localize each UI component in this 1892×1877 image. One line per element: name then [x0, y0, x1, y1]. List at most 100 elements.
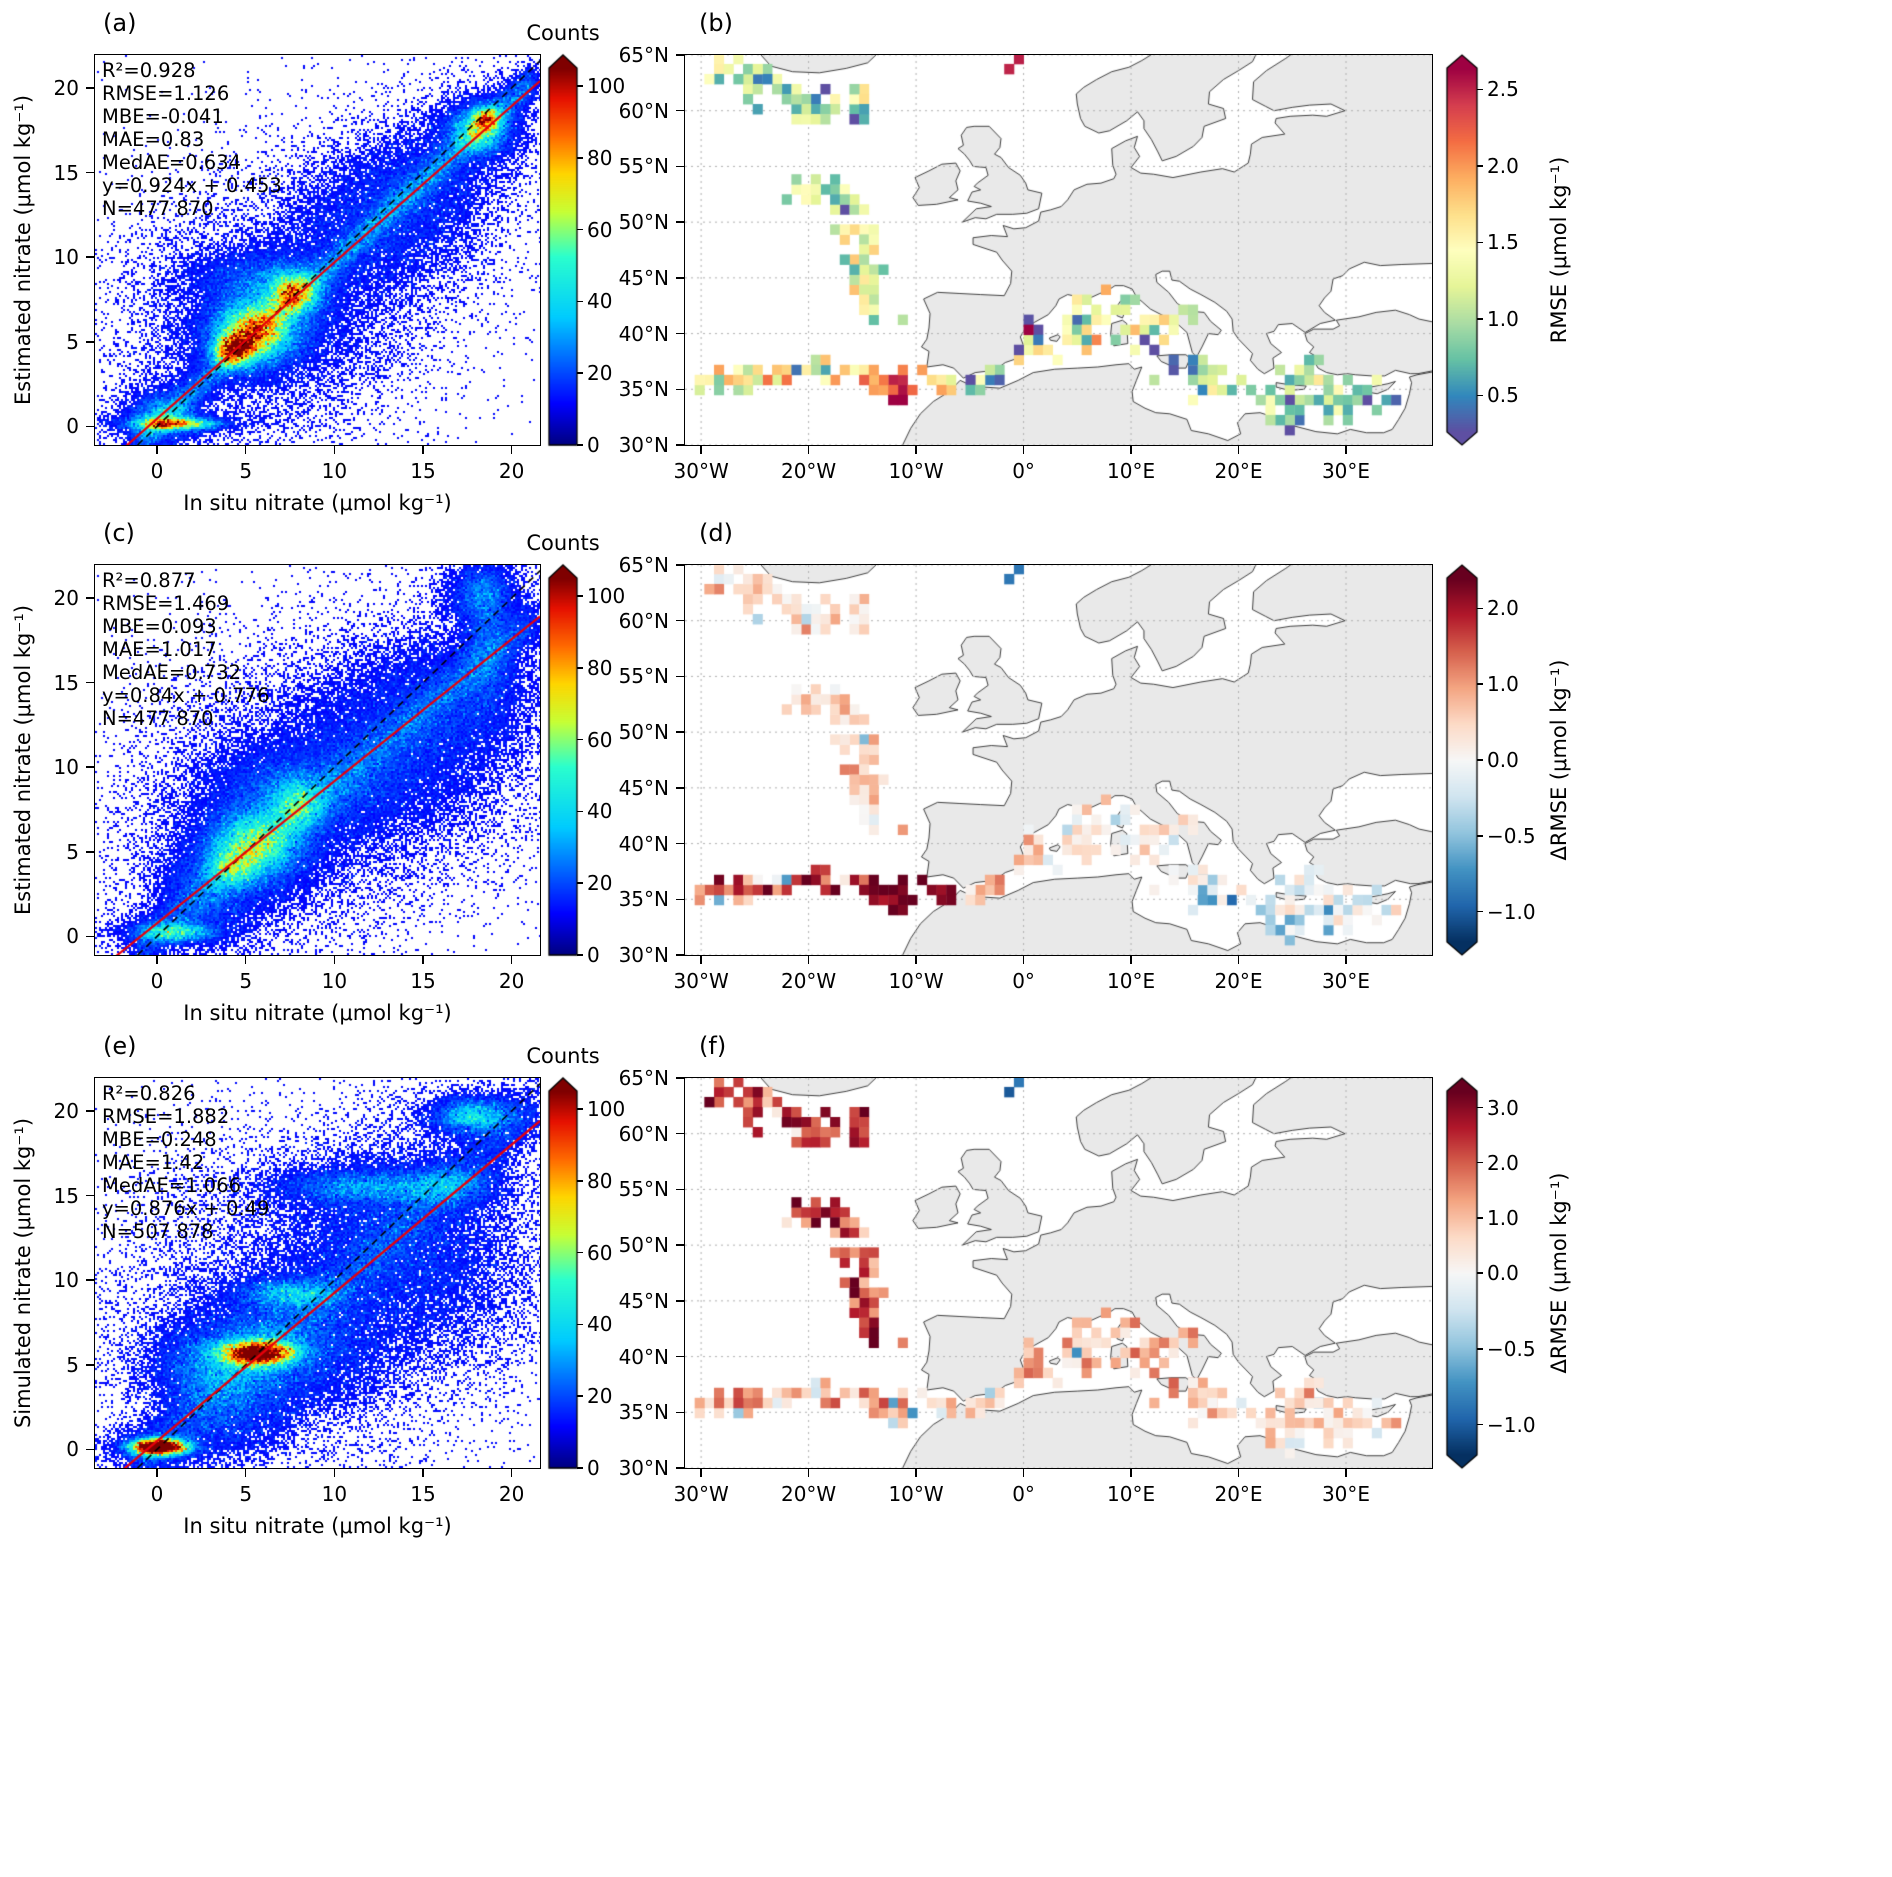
x-axis-tick-label: 10 — [321, 459, 348, 483]
colorbar-tick-mark — [1477, 1217, 1483, 1219]
y-axis-tick-label: 15 — [53, 1183, 79, 1208]
colorbar-tick-label: 60 — [587, 727, 613, 752]
colorbar-tick-mark — [577, 595, 583, 597]
y-axis-tick — [86, 425, 94, 428]
y-axis-tick — [86, 681, 94, 684]
colorbar-tick-mark — [577, 1467, 583, 1469]
y-axis-tick — [86, 256, 94, 258]
y-axis-tick — [86, 766, 94, 768]
panel-letter: (a) — [103, 9, 137, 37]
colorbar-tick-label: 80 — [587, 1168, 613, 1193]
lat-tick — [676, 787, 684, 789]
colorbar-tick-mark — [577, 300, 583, 303]
lon-tick — [807, 956, 810, 964]
lon-tick — [1237, 446, 1240, 454]
map-plot-box — [683, 1076, 1433, 1469]
lat-tick-label: 30°N — [618, 943, 669, 967]
lon-tick — [807, 446, 810, 454]
colorbar-tick-label: 2.5 — [1487, 77, 1519, 102]
y-axis-tick-label: 20 — [53, 585, 79, 610]
x-axis-tick — [422, 446, 424, 454]
stats-block: R²=0.877 RMSE=1.469 MBE=0.093 MAE=1.017 … — [102, 569, 270, 730]
colorbar-title: Counts — [526, 531, 600, 555]
lat-tick-label: 35°N — [618, 887, 669, 912]
lat-tick — [676, 54, 684, 56]
y-axis-label: Estimated nitrate (μmol kg⁻¹) — [11, 94, 35, 406]
y-axis-tick — [86, 1279, 94, 1281]
y-axis-tick-label: 5 — [66, 839, 79, 864]
colorbar-tick-mark — [1477, 910, 1483, 913]
lon-tick — [915, 956, 917, 964]
lon-tick — [700, 1469, 702, 1477]
map-plot-box — [683, 53, 1433, 446]
colorbar-tick-label: 0 — [587, 943, 600, 967]
x-axis-tick — [422, 956, 424, 964]
colorbar-tick-label: 0 — [587, 433, 600, 457]
y-axis-tick-label: 0 — [66, 1437, 79, 1462]
lat-tick-label: 35°N — [618, 1400, 669, 1425]
lon-tick-label: 20°E — [1214, 1482, 1263, 1506]
colorbar-axis-label: ΔRMSE (μmol kg⁻¹) — [1547, 659, 1571, 861]
lon-tick — [700, 446, 702, 454]
colorbar-tick-mark — [577, 667, 583, 669]
y-axis-tick — [86, 87, 94, 89]
y-axis-tick-label: 15 — [53, 670, 79, 695]
lat-tick — [676, 109, 684, 112]
colorbar-tick-label: −0.5 — [1487, 823, 1536, 848]
x-axis-tick-label: 5 — [239, 1482, 253, 1506]
lon-tick — [1345, 446, 1347, 454]
lat-tick-label: 65°N — [618, 43, 669, 67]
colorbar-tick-mark — [577, 810, 583, 813]
x-axis-tick-label: 5 — [239, 459, 253, 483]
scatter-plot-box — [93, 1076, 541, 1469]
colorbar-tick-mark — [577, 228, 583, 231]
panel-letter: (d) — [699, 519, 733, 547]
lat-tick — [676, 1077, 684, 1079]
colorbar-axis-label: RMSE (μmol kg⁻¹) — [1547, 156, 1571, 344]
lon-tick-label: 0° — [1012, 969, 1035, 993]
lon-tick — [1130, 446, 1132, 454]
x-axis-tick — [156, 956, 158, 964]
colorbar-tick-label: 100 — [587, 1096, 626, 1121]
scatter-density-canvas — [94, 54, 540, 445]
scatter-density-canvas — [94, 564, 540, 955]
x-axis-tick — [510, 956, 513, 964]
colorbar-tick-label: 1.0 — [1487, 672, 1519, 697]
y-axis-tick-label: 15 — [53, 160, 79, 185]
lon-tick-label: 20°W — [780, 969, 837, 993]
lat-tick-label: 50°N — [618, 1233, 669, 1258]
x-axis-tick-label: 15 — [410, 969, 436, 993]
lon-tick — [700, 956, 702, 964]
lat-tick — [676, 675, 684, 678]
lon-tick-label: 10°E — [1107, 969, 1156, 993]
x-axis-tick-label: 0 — [150, 459, 164, 483]
colorbar-tick-mark — [577, 1180, 583, 1182]
lat-tick-label: 40°N — [618, 321, 669, 346]
lon-tick — [1022, 1469, 1025, 1477]
colorbar-tick-label: 3.0 — [1487, 1095, 1519, 1120]
colorbar-tick-mark — [1477, 1272, 1483, 1274]
y-axis-tick — [86, 597, 94, 599]
y-axis-tick-label: 5 — [66, 1352, 79, 1377]
x-axis-tick-label: 5 — [239, 969, 253, 993]
colorbar-tick-label: 60 — [587, 1240, 613, 1265]
lat-tick — [676, 165, 684, 168]
colorbar-tick-mark — [1477, 318, 1483, 320]
lat-tick-label: 55°N — [618, 664, 669, 689]
colorbar-tick-label: 60 — [587, 217, 613, 242]
colorbar-canvas — [547, 563, 579, 957]
panel-letter: (f) — [699, 1032, 727, 1060]
colorbar-canvas — [1445, 563, 1479, 957]
x-axis-tick-label: 10 — [321, 1482, 348, 1506]
y-axis-tick — [86, 1448, 94, 1451]
panel-letter: (c) — [103, 519, 135, 547]
lon-tick-label: 20°E — [1214, 969, 1263, 993]
lon-tick-label: 30°E — [1321, 1482, 1371, 1506]
lon-tick-label: 20°W — [780, 1482, 837, 1506]
colorbar-tick-label: 1.0 — [1487, 306, 1519, 331]
colorbar-canvas — [1445, 53, 1479, 447]
colorbar-canvas — [547, 1076, 579, 1470]
lat-tick — [676, 1132, 684, 1135]
x-axis-label: In situ nitrate (μmol kg⁻¹) — [183, 1514, 452, 1538]
